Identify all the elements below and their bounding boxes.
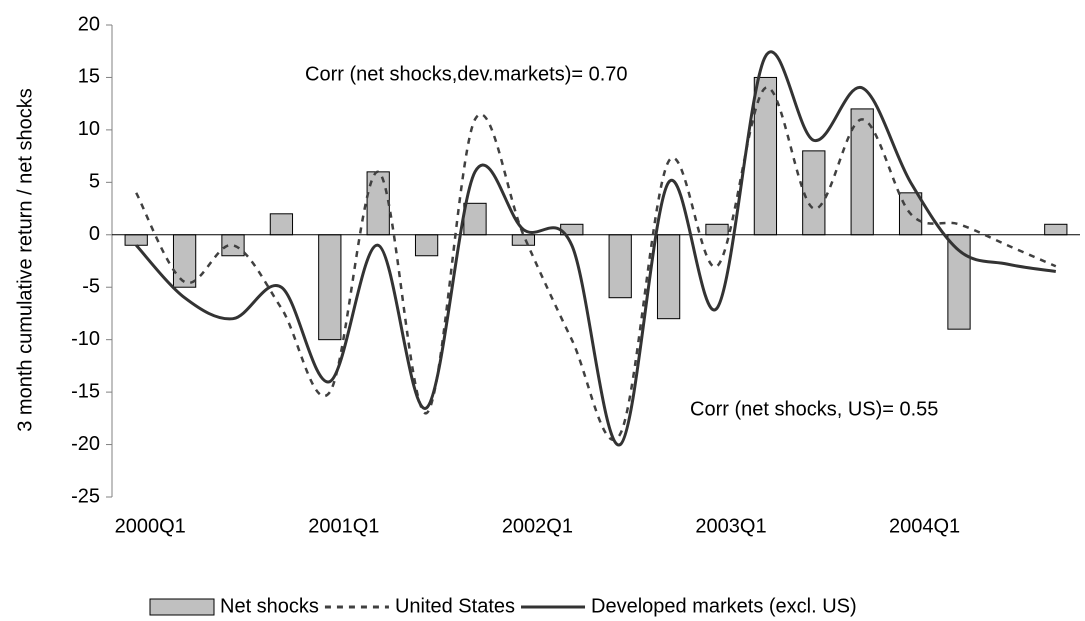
- bar: [608, 234, 632, 299]
- bar: [269, 213, 294, 236]
- x-tick-label: 2001Q1: [308, 515, 379, 537]
- bar: [511, 234, 536, 246]
- bar: [221, 234, 245, 257]
- x-tick-label: 2002Q1: [502, 515, 573, 537]
- y-tick-label: 5: [89, 171, 100, 193]
- y-tick-label: -25: [71, 485, 100, 507]
- y-tick-label: -5: [82, 276, 100, 298]
- bar: [318, 234, 342, 341]
- y-axis-label: 3 month cumulative return / net shocks: [14, 88, 36, 432]
- y-tick-label: -15: [71, 380, 100, 402]
- legend-label: United States: [395, 595, 515, 617]
- bar: [656, 234, 681, 320]
- legend-label: Developed markets (excl. US): [591, 595, 857, 617]
- legend-label: Net shocks: [220, 595, 319, 617]
- x-tick-label: 2004Q1: [889, 515, 960, 537]
- y-tick-label: 20: [78, 13, 100, 35]
- line: [135, 86, 1057, 442]
- annotation: Corr (net shocks,dev.markets)= 0.70: [305, 63, 628, 85]
- line: [135, 50, 1057, 447]
- y-tick-label: -10: [71, 328, 100, 350]
- bar: [1044, 223, 1068, 236]
- y-tick-label: 10: [78, 118, 100, 140]
- y-tick-label: 15: [78, 66, 100, 88]
- bar: [802, 150, 826, 236]
- bar: [414, 234, 439, 257]
- x-tick-label: 2000Q1: [115, 515, 186, 537]
- annotation: Corr (net shocks, US)= 0.55: [690, 398, 938, 420]
- bar: [463, 202, 487, 236]
- bar: [705, 223, 729, 236]
- x-tick-label: 2003Q1: [695, 515, 766, 537]
- y-tick-label: 0: [89, 223, 100, 245]
- bar: [172, 234, 197, 288]
- y-tick-label: -20: [71, 433, 100, 455]
- bar: [124, 234, 148, 246]
- legend-swatch: [149, 598, 215, 616]
